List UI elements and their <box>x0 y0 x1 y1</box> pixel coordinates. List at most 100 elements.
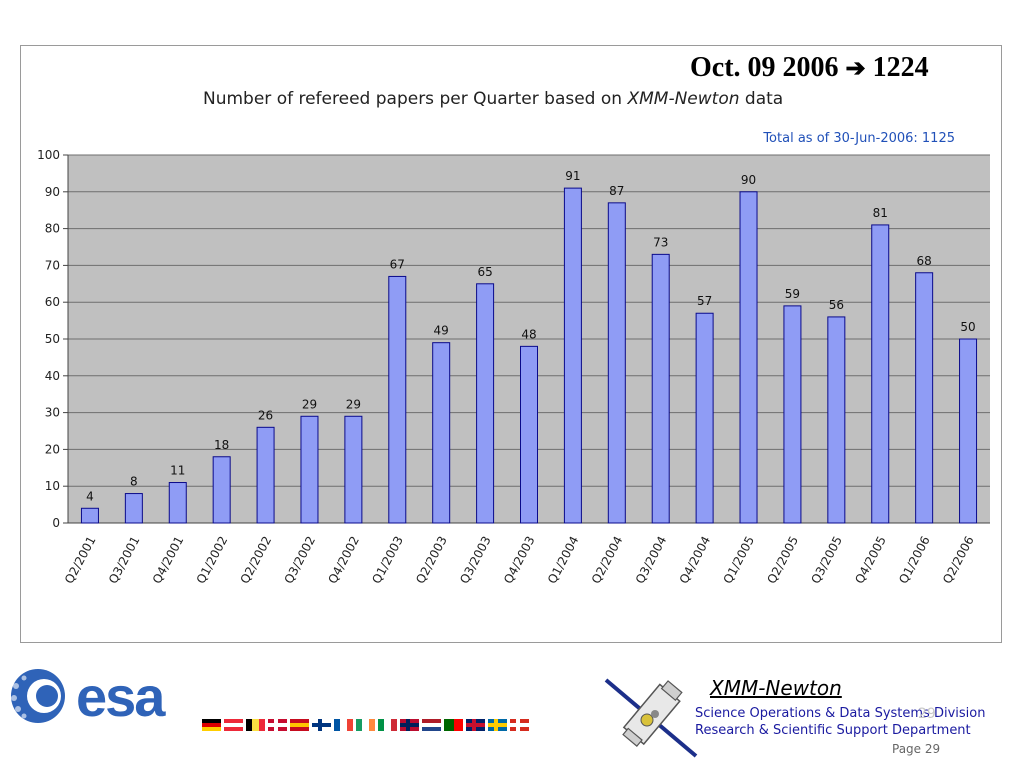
bar-chart: 0 10 20 30 40 50 60 70 80 90 100 4 Q2/2001 8 Q3/2001 11… <box>37 131 990 586</box>
bar-value-label: 57 <box>697 294 712 308</box>
bar-value-label: 26 <box>258 408 273 422</box>
bar-value-label: 29 <box>302 397 317 411</box>
flag-norway-icon <box>400 719 419 731</box>
bar-Q3-2002 <box>300 415 319 524</box>
flag-stripe <box>202 723 221 727</box>
x-tick-label: Q3/2004 <box>633 534 670 586</box>
bar-Q1-2002 <box>212 456 231 524</box>
headline-count: 1224 <box>872 52 929 83</box>
chart-title-mission: XMM-Newton <box>627 89 740 109</box>
bar-value-label: 56 <box>829 298 844 312</box>
flag-portugal-icon <box>444 719 463 731</box>
bar-value-label: 90 <box>741 173 756 187</box>
flag-netherlands-icon <box>422 719 441 731</box>
flag-spain-icon <box>290 719 309 731</box>
bar-value-label: 8 <box>130 475 138 489</box>
esa-logo-text: esa <box>76 665 166 728</box>
x-tick-label: Q4/2004 <box>677 534 714 586</box>
flag-stripe <box>290 727 309 731</box>
chart-title: Number of refereed papers per Quarter ba… <box>203 89 783 109</box>
flag-stripe <box>258 719 265 731</box>
bar-Q2-2003 <box>432 342 451 524</box>
y-tick-label: 30 <box>45 406 60 420</box>
x-tick-label: Q1/2005 <box>721 534 758 586</box>
flag-denmark-icon <box>268 719 287 731</box>
x-tick-label: Q1/2006 <box>896 534 933 586</box>
total-annotation: Total as of 30-Jun-2006: 1125 <box>762 131 955 146</box>
flag-belgium-icon <box>246 719 265 731</box>
flag-italy-icon <box>378 719 397 731</box>
arrow-right-icon: ➔ <box>845 56 866 82</box>
y-tick-label: 60 <box>45 295 60 309</box>
x-tick-label: Q4/2001 <box>150 534 187 586</box>
flag-ireland-icon <box>356 719 375 731</box>
bar-value-label: 81 <box>873 206 888 220</box>
flag-cross-bar <box>318 719 322 731</box>
y-tick-label: 0 <box>52 516 60 530</box>
bar-value-label: 11 <box>170 464 185 478</box>
x-tick-label: Q1/2003 <box>369 534 406 586</box>
bar-value-label: 73 <box>653 235 668 249</box>
bar-Q1-2005 <box>739 191 758 524</box>
flag-stripe <box>224 727 243 731</box>
flag-switzerland-icon <box>510 719 529 731</box>
flag-stripe <box>224 719 243 723</box>
bar-Q2-2006 <box>959 338 978 524</box>
x-tick-label: Q4/2002 <box>325 534 362 586</box>
flag-stripe <box>290 719 309 723</box>
flag-stripe <box>252 719 259 731</box>
bar-value-label: 59 <box>785 287 800 301</box>
flag-uk-icon <box>466 719 485 731</box>
bar-Q2-2002 <box>256 426 275 524</box>
flag-stripe <box>202 727 221 731</box>
x-tick-label: Q1/2002 <box>194 534 231 586</box>
y-tick-label: 90 <box>45 185 60 199</box>
y-tick-label: 100 <box>37 148 60 162</box>
flag-stripe <box>368 719 375 731</box>
bar-Q1-2006 <box>915 272 934 524</box>
x-tick-label: Q2/2002 <box>238 534 275 586</box>
bar-value-label: 50 <box>960 320 975 334</box>
bar-Q4-2001 <box>168 482 187 524</box>
flag-stripe <box>422 719 441 723</box>
flag-sweden-icon <box>488 719 507 731</box>
headline: Oct. 09 2006 ➔ 1224 <box>690 52 929 84</box>
bar-Q2-2004 <box>607 202 626 524</box>
bar-value-label: 4 <box>86 489 94 503</box>
flag-stripe <box>384 719 391 731</box>
x-tick-label: Q2/2004 <box>589 534 626 586</box>
bar-value-label: 49 <box>434 324 449 338</box>
y-tick-label: 80 <box>45 222 60 236</box>
bar-value-label: 48 <box>521 327 536 341</box>
flag-france-icon <box>334 719 353 731</box>
flag-stripe <box>422 727 441 731</box>
x-tick-label: Q2/2006 <box>940 534 977 586</box>
mission-name: XMM-Newton <box>710 676 842 700</box>
x-tick-label: Q2/2001 <box>62 534 99 586</box>
x-tick-label: Q3/2005 <box>808 534 845 586</box>
bar-Q3-2003 <box>476 283 495 524</box>
x-tick-label: Q4/2005 <box>852 534 889 586</box>
chart-title-prefix: Number of refereed papers per Quarter ba… <box>203 89 628 109</box>
x-tick-label: Q4/2003 <box>501 534 538 586</box>
member-state-flags <box>202 719 529 731</box>
flag-stripe <box>246 719 253 731</box>
bar-value-label: 91 <box>565 169 580 183</box>
bar-value-label: 87 <box>609 184 624 198</box>
flag-stripe <box>224 723 243 727</box>
bar-Q4-2005 <box>871 224 890 524</box>
flag-stripe <box>390 719 397 731</box>
flag-stripe <box>422 723 441 727</box>
esa-logo-dots-icon <box>11 669 65 723</box>
bar-Q4-2002 <box>344 415 363 524</box>
flag-cross-bar <box>516 719 520 731</box>
flag-austria-icon <box>224 719 243 731</box>
satellite-icon <box>604 678 698 758</box>
chart-title-suffix: data <box>739 89 784 109</box>
flag-stripe <box>453 719 463 731</box>
bar-value-label: 68 <box>917 254 932 268</box>
esa-logo: esa <box>11 665 168 728</box>
y-tick-label: 40 <box>45 369 60 383</box>
y-tick-label: 70 <box>45 258 60 272</box>
flag-stripe <box>202 719 221 723</box>
